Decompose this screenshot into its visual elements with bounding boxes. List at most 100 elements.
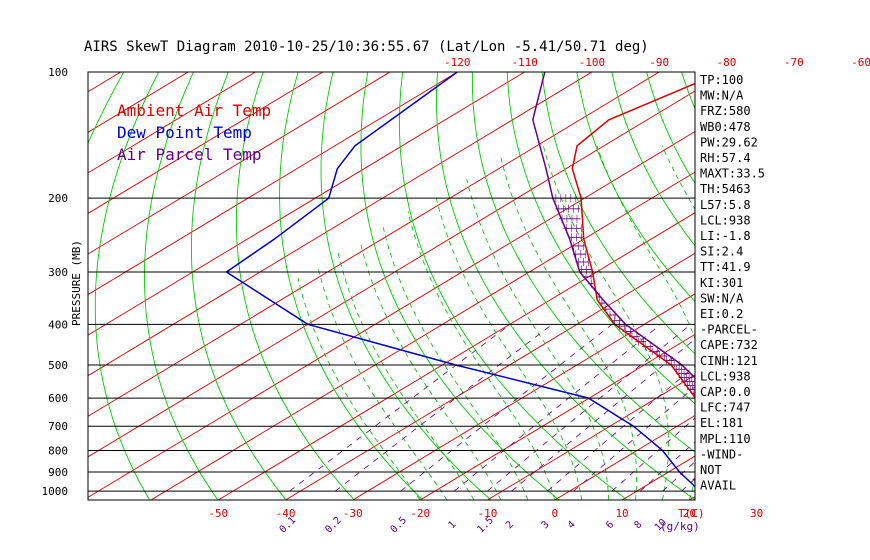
pressure-tick-label: 500 xyxy=(48,359,68,372)
index-label: TH:5463 xyxy=(700,182,751,196)
isotherm-line xyxy=(218,212,695,500)
moist-adiabat-line xyxy=(797,146,870,500)
bottom-temp-tick-label: -50 xyxy=(208,507,228,520)
bottom-temp-tick-label: 20 xyxy=(683,507,696,520)
pressure-tick-label: 900 xyxy=(48,466,68,479)
mixing-ratio-line xyxy=(453,323,662,492)
moist-adiabat-line xyxy=(851,146,870,500)
top-temp-tick-label: -60 xyxy=(851,56,870,69)
mixing-ratio-tick-label: 1 xyxy=(446,519,458,531)
legend: Ambient Air Temp Dew Point Temp Air Parc… xyxy=(117,101,271,164)
index-label: WB0:478 xyxy=(700,120,751,134)
dry-adiabat-line xyxy=(541,72,695,355)
bottom-temp-unit: T(C) xyxy=(678,507,705,520)
pressure-tick-label: 700 xyxy=(48,420,68,433)
isotherm-line xyxy=(824,72,870,500)
top-temp-tick-label: -70 xyxy=(784,56,804,69)
moist-adiabat-line xyxy=(360,242,502,500)
moist-adiabat-line xyxy=(466,178,609,500)
plot-frame xyxy=(87,71,696,501)
chart-title: AIRS SkewT Diagram 2010-10-25/10:36:55.6… xyxy=(84,39,649,55)
bottom-temp-tick-label: 10 xyxy=(615,507,628,520)
isotherm-line xyxy=(88,72,256,174)
pressure-tick-label: 1000 xyxy=(42,485,69,498)
index-label: TT:41.9 xyxy=(700,260,751,274)
dry-adiabat-line xyxy=(88,72,125,145)
index-label: SW:N/A xyxy=(700,291,744,305)
parcel-temp-line xyxy=(532,72,695,481)
ambient-temp-line xyxy=(571,82,695,399)
bottom-temp-tick-label: 30 xyxy=(750,507,763,520)
pressure-tick-label: 200 xyxy=(48,192,68,205)
legend-dew-point: Dew Point Temp xyxy=(117,123,252,142)
bottom-temp-tick-label: -30 xyxy=(343,507,363,520)
index-label: LI:-1.8 xyxy=(700,229,751,243)
pressure-tick-label: 400 xyxy=(48,318,68,331)
mixing-ratio-tick-label: 6 xyxy=(604,519,616,531)
y-axis-label: PRESSURE (MB) xyxy=(70,240,83,326)
isotherm-line xyxy=(352,293,695,500)
dry-adiabat-line xyxy=(856,72,870,500)
moist-adiabat-line xyxy=(337,252,475,500)
top-temp-tick-label: -100 xyxy=(579,56,606,69)
top-temp-tick-label: -80 xyxy=(717,56,737,69)
moist-adiabat-line xyxy=(770,146,865,500)
isotherm-line xyxy=(757,72,870,500)
moist-adiabat-line xyxy=(824,146,870,500)
legend-parcel-temp: Air Parcel Temp xyxy=(117,145,262,164)
isotherm-line xyxy=(487,374,695,500)
mixing-ratio-line xyxy=(814,324,870,491)
top-temp-tick-label: -120 xyxy=(444,56,471,69)
index-label: MAXT:33.5 xyxy=(700,167,765,181)
index-label: MPL:110 xyxy=(700,432,751,446)
index-label: KI:301 xyxy=(700,276,743,290)
mixing-ratio-tick-label: 3 xyxy=(540,519,552,531)
isotherm-line xyxy=(88,131,695,498)
bottom-temp-tick-label: 0 xyxy=(551,507,558,520)
top-temp-tick-label: -110 xyxy=(511,56,538,69)
index-label: L57:5.8 xyxy=(700,198,751,212)
index-label: EI:0.2 xyxy=(700,307,743,321)
dry-adiabat-line xyxy=(751,72,870,500)
isotherm-line xyxy=(88,72,391,255)
index-label: RH:57.4 xyxy=(700,151,751,165)
index-label: FRZ:580 xyxy=(700,104,751,118)
bottom-temp-tick-label: -10 xyxy=(478,507,498,520)
dry-adiabat-line xyxy=(821,72,870,500)
isotherm-line xyxy=(88,72,593,377)
moist-adiabat-line xyxy=(407,211,556,500)
dry-adiabat-line xyxy=(611,72,695,247)
isotherm-line xyxy=(88,72,525,336)
mixing-ratio-line xyxy=(511,338,695,492)
pressure-tick-label: 100 xyxy=(48,66,68,79)
dry-adiabat-line xyxy=(360,72,560,500)
index-label: SI:2.4 xyxy=(700,245,743,259)
dry-adiabat-line xyxy=(235,72,355,500)
index-label: CINH:121 xyxy=(700,354,758,368)
mixing-ratio-tick-label: 2 xyxy=(504,519,516,531)
dry-adiabat-line xyxy=(190,72,287,500)
isotherm-line xyxy=(0,72,53,500)
isotherm-line xyxy=(88,72,323,214)
dry-adiabat-line xyxy=(506,72,695,405)
dry-adiabat-line xyxy=(576,72,695,303)
pressure-tick-label: 800 xyxy=(48,445,68,458)
isotherm-line xyxy=(88,90,695,458)
dry-adiabat-line xyxy=(320,72,492,500)
index-label: PW:29.62 xyxy=(700,135,758,149)
isotherm-line xyxy=(419,333,695,500)
index-label: -PARCEL- xyxy=(700,323,758,337)
legend-ambient-temp: Ambient Air Temp xyxy=(117,101,271,120)
bottom-temp-tick-label: -40 xyxy=(276,507,296,520)
moist-adiabat-line xyxy=(297,277,421,500)
mixing-ratio-unit: (g/kg) xyxy=(660,520,700,533)
dry-adiabat-line xyxy=(279,72,423,500)
bottom-temp-tick-label: -20 xyxy=(410,507,430,520)
dry-adiabat-line xyxy=(398,72,628,500)
pressure-tick-label: 600 xyxy=(48,392,68,405)
mixing-ratio-tick-label: 0.2 xyxy=(323,515,344,536)
dry-adiabat-line xyxy=(143,72,219,500)
isotherm-line xyxy=(88,72,458,296)
